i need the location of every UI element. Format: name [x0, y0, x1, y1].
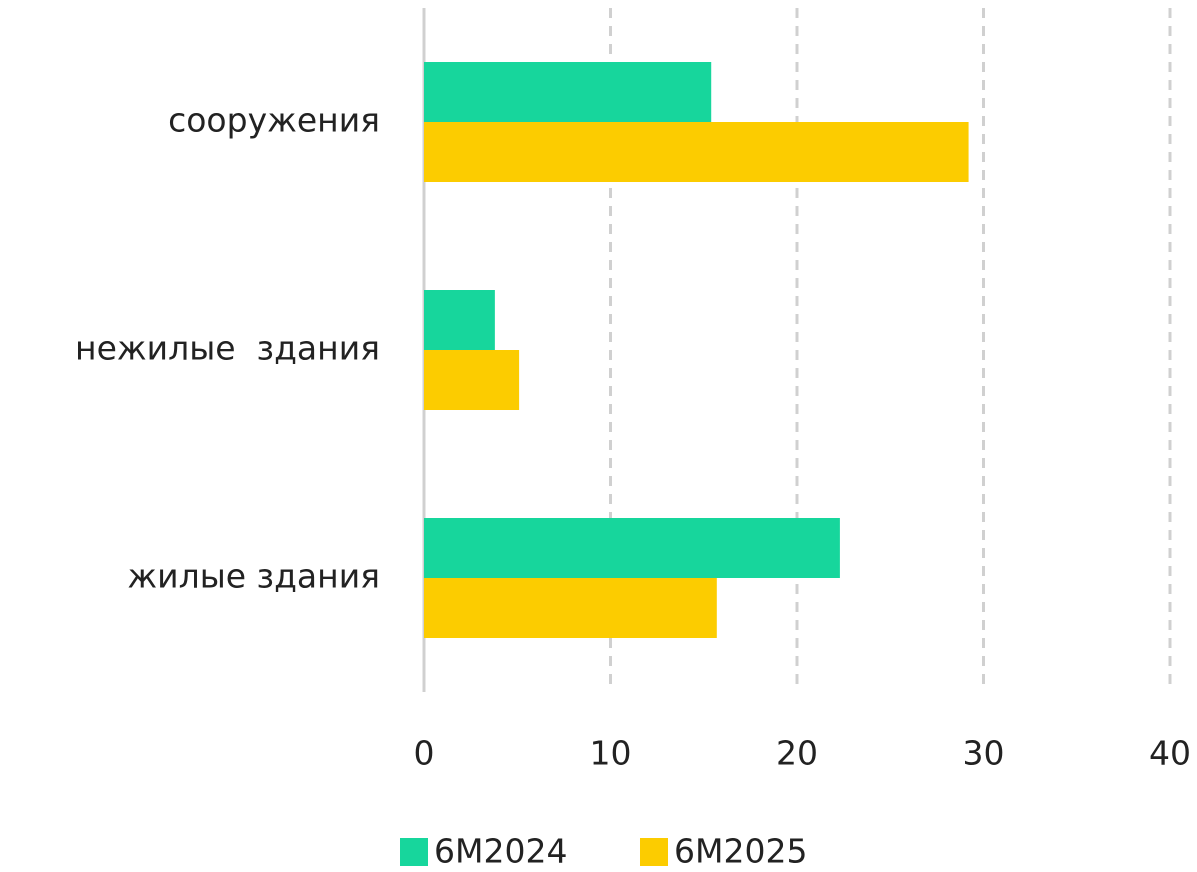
- bar: [424, 290, 495, 350]
- y-tick-label: жилые здания: [127, 557, 380, 596]
- bar: [424, 518, 840, 578]
- x-tick-label: 10: [590, 734, 632, 773]
- bar: [424, 122, 969, 182]
- bar: [424, 62, 712, 122]
- bar: [424, 578, 717, 638]
- bar: [424, 350, 520, 410]
- x-tick-label: 40: [1149, 734, 1191, 773]
- legend-swatch: [400, 838, 428, 866]
- x-tick-label: 0: [414, 734, 435, 773]
- legend-label: 6M2025: [674, 832, 807, 871]
- x-tick-label: 20: [776, 734, 818, 773]
- x-tick-label: 30: [963, 734, 1005, 773]
- y-tick-label: сооружения: [168, 101, 380, 140]
- legend-label: 6M2024: [434, 832, 567, 871]
- y-tick-label: нежилые здания: [75, 329, 380, 368]
- legend-swatch: [640, 838, 668, 866]
